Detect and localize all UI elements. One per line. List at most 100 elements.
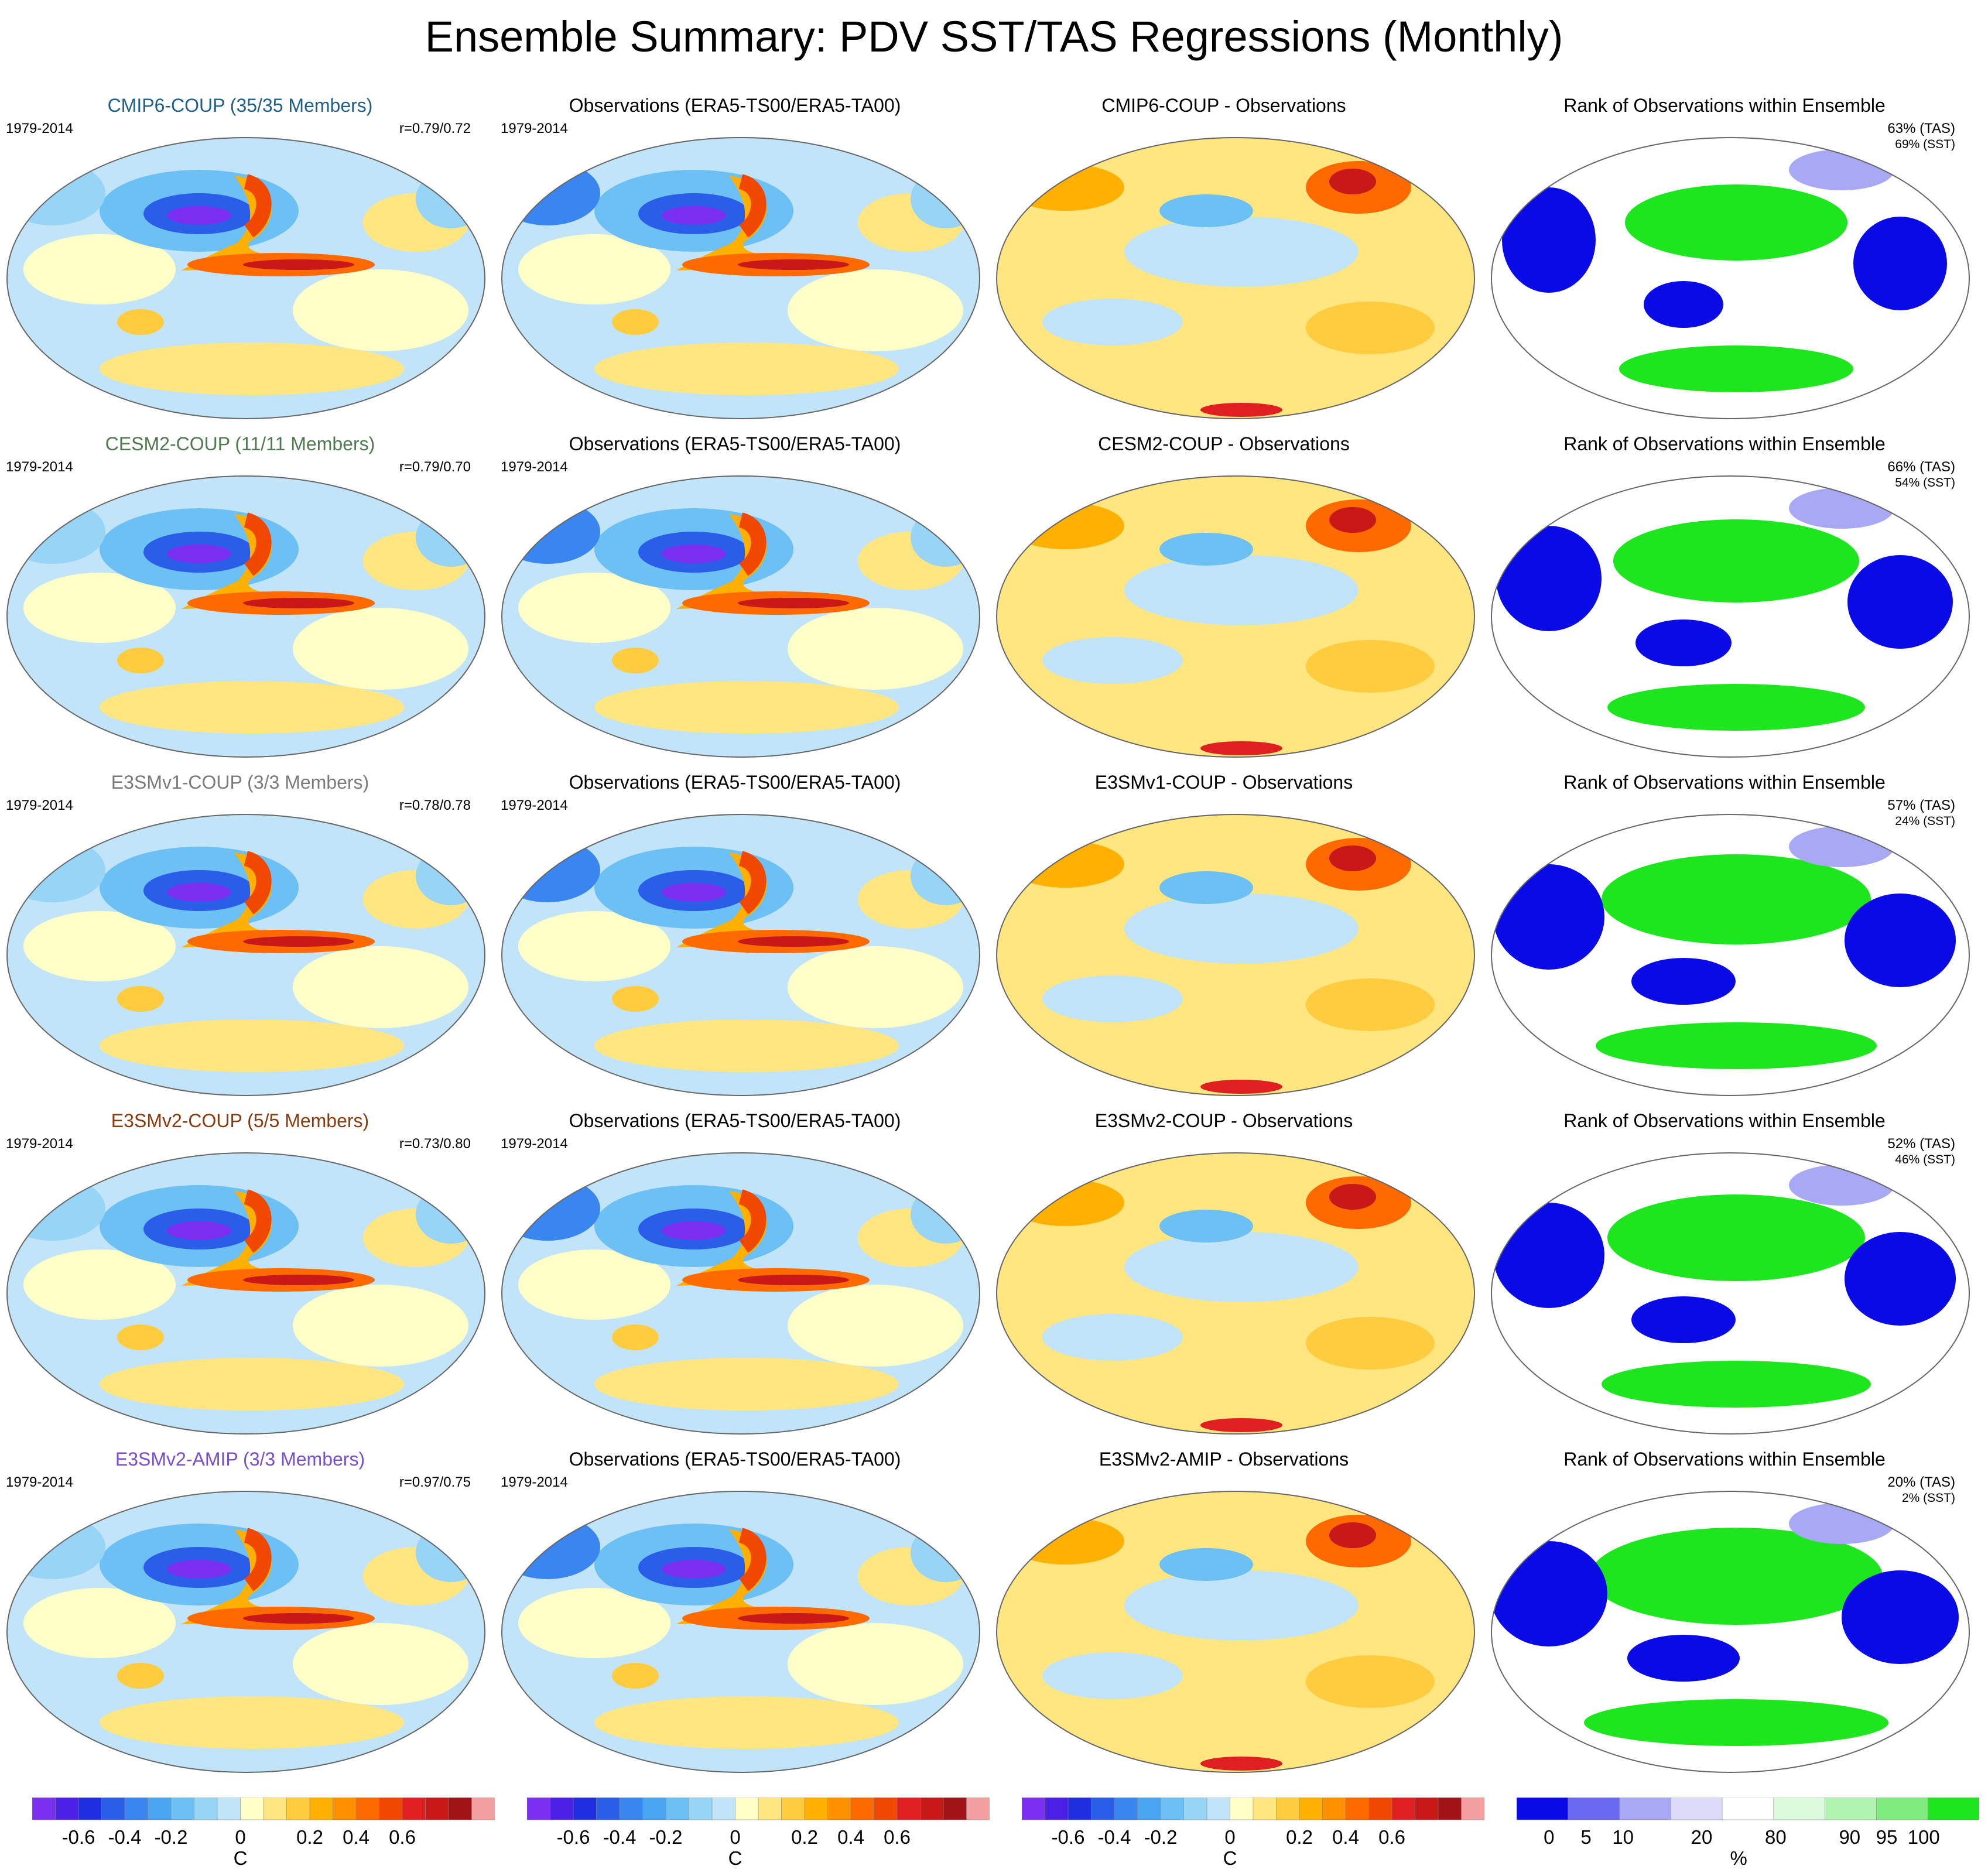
colorbar-tick-label: -0.4 [603,1826,637,1848]
map-rank [1491,475,1970,758]
colorbar-swatch [355,1798,380,1820]
difference-panel: CMIP6-COUP - Observations [995,94,1475,422]
panel-title: Rank of Observations within Ensemble [1563,1110,1886,1131]
colorbar-swatch [379,1798,403,1820]
panel-title: Rank of Observations within Ensemble [1563,433,1886,454]
period-label: 1979-2014 [501,1474,568,1490]
map-diff [996,1491,1475,1773]
period-label: 1979-2014 [501,121,568,136]
model-panel: E3SMv2-AMIP (3/3 Members) 1979-2014 r=0.97… [6,1447,485,1775]
colorbar-rank-swatches [1517,1798,1979,1820]
map-diff [996,1152,1475,1435]
colorbar-tick-label: 0.2 [791,1826,818,1848]
panel-title: Observations (ERA5-TS00/ERA5-TA00) [569,1110,901,1131]
map-field [502,1153,980,1434]
colorbar-tick-label: 80 [1765,1826,1787,1848]
colorbar-swatch [850,1798,875,1820]
map-obs [501,475,980,758]
map-field [997,476,1474,757]
observations-panel: Observations (ERA5-TS00/ERA5-TA00) 1979-2… [501,432,980,760]
colorbar-swatch [1067,1798,1092,1820]
difference-panel: E3SMv2-AMIP - Observations [995,1447,1475,1775]
difference-panel: E3SMv2-COUP - Observations [995,1109,1475,1437]
colorbar-swatch [573,1798,597,1820]
colorbar-swatch [1619,1798,1672,1820]
colorbar-swatch [1671,1798,1723,1820]
colorbar-swatch [402,1798,426,1820]
colorbar-tick-label: 0.4 [1332,1826,1359,1848]
map-field [997,1491,1474,1772]
period-label: 1979-2014 [6,459,73,475]
model-panel: E3SMv1-COUP (3/3 Members) 1979-2014 r=0.78… [6,771,485,1098]
map-rank [1491,814,1970,1096]
colorbar-swatch [1568,1798,1620,1820]
colorbar-swatch [32,1798,56,1820]
colorbar-tick-label: 0.6 [884,1826,911,1848]
colorbar-swatch [1230,1798,1254,1820]
map-field [1491,1491,1969,1772]
colorbar-swatch [448,1798,473,1820]
rank-panel: Rank of Observations within Ensemble 20% … [1490,1447,1970,1775]
map-field [7,1491,485,1772]
colorbar-swatch [1773,1798,1826,1820]
panel-title: Observations (ERA5-TS00/ERA5-TA00) [569,1449,901,1470]
map-field [502,1491,980,1772]
colorbar-tick-label: -0.6 [61,1826,95,1848]
rank-sst-label: 24% (SST) [1895,814,1955,828]
colorbar-swatch [286,1798,310,1820]
colorbar-tick-label: -0.2 [154,1826,188,1848]
colorbar-swatch [1160,1798,1185,1820]
colorbar-tick-label: 0 [730,1826,741,1848]
colorbar-swatch [1253,1798,1277,1820]
figure-title: Ensemble Summary: PDV SST/TAS Regression… [425,12,1563,61]
panel-title: Rank of Observations within Ensemble [1563,95,1886,116]
colorbar-swatch [1183,1798,1207,1820]
colorbar-swatch [781,1798,805,1820]
colorbar-tick-label: 0.2 [296,1826,323,1848]
colorbar-swatch [1276,1798,1300,1820]
rank-tas-label: 66% (TAS) [1887,459,1955,475]
colorbar-swatch [194,1798,218,1820]
colorbar-swatch [263,1798,288,1820]
map-field [1491,1153,1969,1434]
colorbar-swatch [827,1798,851,1820]
period-label: 1979-2014 [6,1136,73,1152]
colorbar-swatch [689,1798,713,1820]
colorbar-swatch [1927,1798,1979,1820]
colorbar-unit-label: C [233,1847,248,1869]
map-obs [501,814,980,1096]
model-panel: CMIP6-COUP (35/35 Members) 1979-2014 r=0.7… [6,94,485,422]
colorbar-swatch [170,1798,195,1820]
difference-panel: CESM2-COUP - Observations [995,432,1475,760]
colorbar-swatch [619,1798,644,1820]
colorbar-tick-label: 90 [1839,1826,1861,1848]
colorbar-swatch [55,1798,79,1820]
rank-sst-label: 46% (SST) [1895,1153,1955,1166]
colorbar-difference: -0.6 -0.4 -0.2 0 0.2 0.4 0.6 C [1022,1798,1484,1869]
rank-panel: Rank of Observations within Ensemble 63% … [1490,94,1970,422]
colorbar-tick-label: -0.2 [649,1826,683,1848]
colorbar-swatch [1345,1798,1370,1820]
colorbar-observations-swatches [527,1798,990,1820]
panel-title: E3SMv2-AMIP (3/3 Members) [115,1449,365,1470]
correlation-label: r=0.73/0.80 [399,1136,471,1152]
colorbar-swatch [1438,1798,1462,1820]
map-field [1491,138,1969,419]
panel-title: Observations (ERA5-TS00/ERA5-TA00) [569,433,901,454]
colorbar-swatch [1722,1798,1774,1820]
colorbar-observations: -0.6 -0.4 -0.2 0 0.2 0.4 0.6 C [527,1798,990,1869]
panel-title: Observations (ERA5-TS00/ERA5-TA00) [569,95,901,116]
panel-title: E3SMv2-COUP - Observations [1094,1110,1353,1131]
map-field [1491,476,1969,757]
map-model [6,475,485,758]
panel-title: Rank of Observations within Ensemble [1563,1449,1886,1470]
map-model [6,1491,485,1773]
period-label: 1979-2014 [6,797,73,813]
map-obs [501,137,980,419]
map-field [7,814,485,1096]
rank-panel: Rank of Observations within Ensemble 57% … [1490,771,1970,1098]
colorbar-swatch [471,1798,495,1820]
panel-title: E3SMv1-COUP - Observations [1094,772,1353,793]
rank-sst-label: 54% (SST) [1895,476,1955,489]
map-model [6,1152,485,1435]
